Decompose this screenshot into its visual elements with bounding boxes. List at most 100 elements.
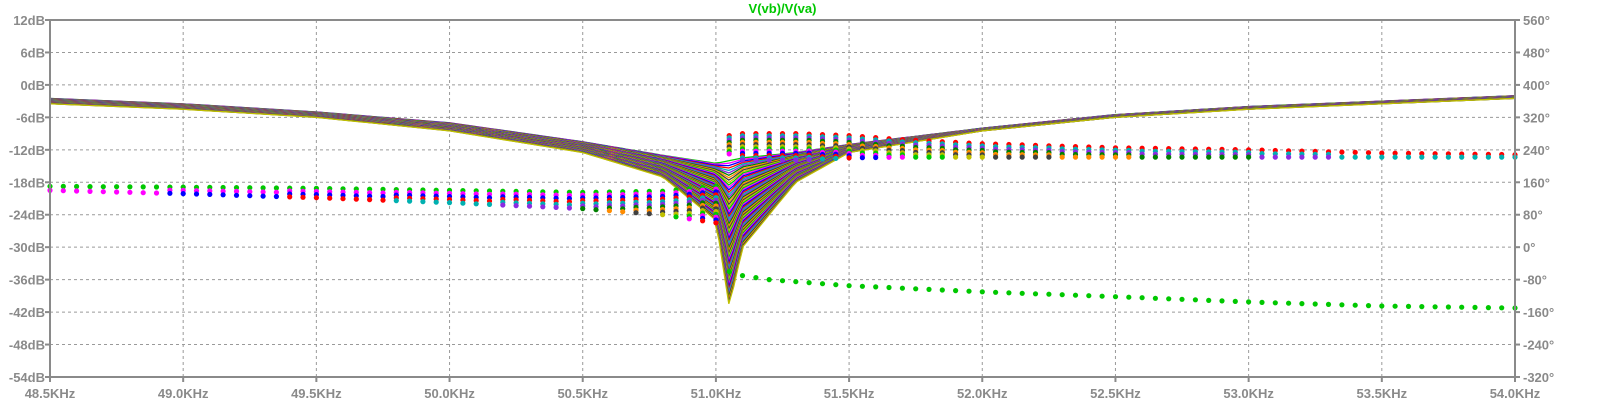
phase-point <box>633 210 639 216</box>
x-tick-label: 48.5KHz <box>25 386 76 401</box>
phase-point <box>180 191 186 197</box>
y-right-tick-label: 0° <box>1523 240 1535 255</box>
chart-title: V(vb)/V(va) <box>749 1 817 16</box>
x-tick-label: 50.5KHz <box>557 386 608 401</box>
phase-point <box>380 186 386 192</box>
y-left-tick-label: -30dB <box>9 240 45 255</box>
y-right-tick-label: 560° <box>1523 13 1550 28</box>
phase-point <box>300 194 306 200</box>
x-tick-label: 52.0KHz <box>957 386 1008 401</box>
magnitude-series-line <box>49 97 1516 304</box>
phase-point <box>273 185 279 191</box>
phase-point <box>260 185 266 191</box>
phase-point <box>114 189 120 195</box>
phase-point <box>726 151 732 157</box>
phase-point <box>193 191 200 197</box>
phase-point <box>566 205 573 211</box>
phase-point <box>993 289 999 295</box>
phase-point <box>313 195 319 201</box>
phase-point <box>1312 154 1318 160</box>
phase-point <box>473 201 479 207</box>
phase-point <box>1112 154 1119 160</box>
phase-point <box>220 188 226 194</box>
phase-point <box>1339 302 1345 308</box>
y-left-tick-label: -36dB <box>9 273 45 288</box>
phase-point <box>1299 301 1305 307</box>
phase-point <box>1379 303 1385 309</box>
phase-point <box>1272 154 1278 160</box>
phase-point <box>1485 305 1491 311</box>
phase-point <box>513 203 519 209</box>
phase-point <box>1152 154 1158 160</box>
phase-point <box>460 200 466 206</box>
y-right-tick-label: 320° <box>1523 110 1550 125</box>
phase-point <box>873 284 879 290</box>
phase-point <box>700 218 706 224</box>
phase-point <box>273 193 279 200</box>
phase-point <box>1499 154 1505 160</box>
y-right-tick-label: -80° <box>1523 273 1547 288</box>
phase-point <box>247 193 253 199</box>
y-left-tick-label: 6dB <box>20 45 45 60</box>
phase-point <box>766 277 772 283</box>
phase-point <box>1059 154 1065 160</box>
phase-point <box>60 188 66 194</box>
phase-point <box>500 202 506 208</box>
phase-point <box>859 283 866 289</box>
phase-point <box>1006 290 1012 296</box>
phase-point <box>233 192 240 198</box>
phase-point <box>540 204 546 210</box>
phase-point <box>926 154 932 160</box>
phase-point <box>1352 154 1358 160</box>
phase-point <box>673 214 679 220</box>
phase-point <box>966 288 972 294</box>
phase-point <box>846 283 852 289</box>
phase-point <box>899 285 906 291</box>
phase-point <box>1192 154 1198 160</box>
phase-point <box>353 196 359 202</box>
y-right-tick-label: -160° <box>1523 305 1554 320</box>
phase-point <box>979 289 985 295</box>
phase-point <box>993 154 999 160</box>
phase-point <box>1339 149 1345 155</box>
phase-point <box>886 154 892 160</box>
phase-point <box>1246 154 1252 160</box>
y-left-tick-label: -42dB <box>9 305 45 320</box>
phase-point <box>1019 290 1025 296</box>
phase-point <box>100 184 106 190</box>
phase-point <box>247 189 253 195</box>
phase-point <box>726 268 732 275</box>
data-points <box>47 95 1518 311</box>
phase-point <box>233 188 240 194</box>
y-left-tick-label: -12dB <box>9 143 45 158</box>
phase-point <box>1405 154 1412 160</box>
phase-point <box>953 288 959 294</box>
phase-point <box>433 199 439 205</box>
phase-point <box>1339 154 1345 160</box>
phase-point <box>1325 154 1332 160</box>
phase-point <box>1499 305 1505 311</box>
phase-point <box>74 183 80 190</box>
y-right-tick-label: -320° <box>1523 370 1554 385</box>
phase-point <box>793 279 799 285</box>
phase-point <box>859 155 866 161</box>
phase-point <box>1219 154 1225 160</box>
y-right-tick-label: -240° <box>1523 338 1554 353</box>
phase-point <box>1006 154 1012 160</box>
phase-point <box>1232 298 1238 304</box>
y-right-tick-label: 400° <box>1523 78 1550 93</box>
phase-point <box>926 286 932 292</box>
phase-point <box>1126 154 1132 160</box>
phase-point <box>1072 154 1079 160</box>
phase-point <box>1259 154 1265 160</box>
phase-point <box>100 189 106 195</box>
phase-point <box>327 195 333 201</box>
phase-point <box>806 156 812 163</box>
y-right-tick-label: 160° <box>1523 175 1550 190</box>
phase-point <box>167 190 173 196</box>
phase-point <box>1312 301 1318 307</box>
phase-point <box>1445 154 1451 160</box>
phase-point <box>1459 304 1465 310</box>
phase-point <box>1166 154 1172 160</box>
phase-point <box>220 184 226 191</box>
